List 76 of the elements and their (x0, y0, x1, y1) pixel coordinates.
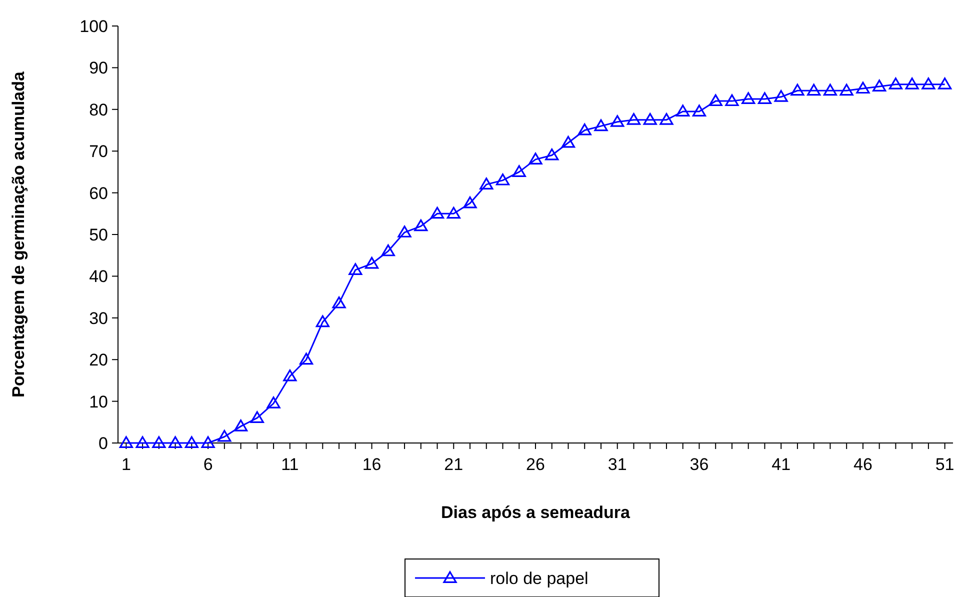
point (872, 80, 886, 92)
y-tick-label: 70 (89, 142, 108, 162)
point (266, 396, 280, 408)
point (610, 115, 624, 127)
y-tick-label: 0 (98, 434, 108, 453)
point (348, 263, 362, 275)
point (790, 84, 804, 96)
point (643, 113, 657, 125)
point (299, 352, 314, 365)
point (201, 436, 215, 448)
point (119, 436, 133, 448)
x-tick-label: 31 (608, 455, 627, 474)
point (578, 123, 592, 136)
point (692, 104, 706, 116)
y-tick-label: 30 (89, 308, 108, 328)
point (561, 136, 576, 148)
point (676, 104, 690, 116)
point (381, 244, 395, 256)
point (528, 152, 542, 164)
point (742, 92, 756, 104)
point (463, 196, 477, 208)
point (758, 92, 772, 104)
legend-label: rolo de papel (490, 568, 588, 588)
point (136, 436, 150, 448)
point (823, 84, 838, 96)
point (774, 90, 788, 102)
x-tick-label: 26 (526, 455, 545, 474)
point (168, 436, 182, 448)
point (414, 219, 428, 232)
point (184, 436, 198, 448)
x-tick-label: 51 (935, 455, 954, 474)
point (496, 173, 510, 186)
point (250, 411, 264, 423)
x-tick-label: 21 (444, 455, 464, 474)
point (332, 296, 346, 308)
point (364, 256, 379, 269)
point (430, 206, 444, 219)
point (398, 226, 412, 238)
x-tick-label: 41 (772, 455, 791, 474)
y-tick-label: 40 (89, 267, 108, 286)
point (922, 78, 936, 90)
point (512, 165, 526, 177)
point (545, 148, 559, 160)
point (316, 315, 330, 328)
x-tick-label: 16 (362, 455, 382, 474)
x-tick-label: 11 (281, 455, 299, 474)
point (152, 436, 166, 448)
point (594, 119, 608, 132)
point (888, 78, 902, 90)
point (660, 113, 674, 125)
x-tick-label: 1 (121, 455, 131, 474)
point (856, 82, 870, 94)
x-tick-label: 46 (853, 455, 872, 474)
point (218, 430, 232, 442)
y-tick-label: 60 (89, 184, 108, 203)
point (480, 178, 494, 190)
point (708, 94, 722, 106)
x-tick-label: 6 (203, 455, 213, 474)
point (283, 369, 297, 382)
point (905, 78, 919, 90)
y-tick-label: 10 (89, 392, 108, 412)
y-tick-label: 20 (89, 350, 108, 370)
y-tick-label: 80 (89, 100, 108, 120)
y-tick-label: 100 (80, 16, 108, 36)
y-tick-label: 50 (89, 225, 108, 244)
point (446, 206, 460, 219)
y-tick-label: 90 (89, 58, 108, 78)
point (725, 94, 739, 106)
y-axis-title: Porcentagem de germinação acumulada (9, 70, 28, 398)
point (234, 420, 248, 432)
point (840, 84, 854, 96)
x-axis-title: Dias após a semeadura (441, 503, 631, 522)
point (626, 113, 641, 125)
x-tick-label: 36 (690, 455, 709, 474)
point (938, 78, 952, 90)
point (807, 84, 821, 96)
